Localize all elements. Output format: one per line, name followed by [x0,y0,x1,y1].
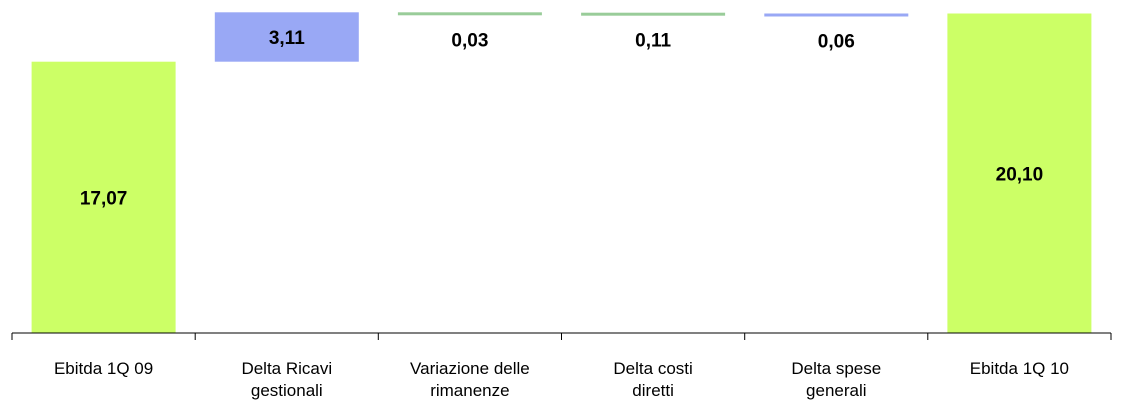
data-label-4: 0,11 [635,31,671,52]
bar-6 [947,13,1092,333]
bar-1 [31,61,176,333]
category-label-4: Delta costi diretti [613,359,692,400]
data-label-6: 20,10 [996,164,1044,185]
data-label-2: 3,11 [269,28,305,49]
data-label-1: 17,07 [80,188,128,209]
x-axis [11,332,1112,340]
category-label-6: Ebitda 1Q 10 [970,359,1069,378]
bar-5 [764,13,909,17]
data-label-3: 0,03 [451,30,488,51]
bar-3 [397,12,542,16]
category-label-2: Delta Ricavi gestionali [241,359,332,400]
category-label-1: Ebitda 1Q 09 [54,359,153,378]
labels-layer: 17,07 3,11 0,03 0,11 0,06 20,10 Ebitda 1Q 09 De… [54,28,1069,400]
category-label-3: Variazione delle rimanenze [410,359,530,400]
data-label-5: 0,06 [818,32,855,53]
bars-layer [31,12,1092,333]
category-label-5: Delta spese generali [791,359,881,400]
bar-2 [214,12,359,62]
bar-4 [581,12,726,16]
